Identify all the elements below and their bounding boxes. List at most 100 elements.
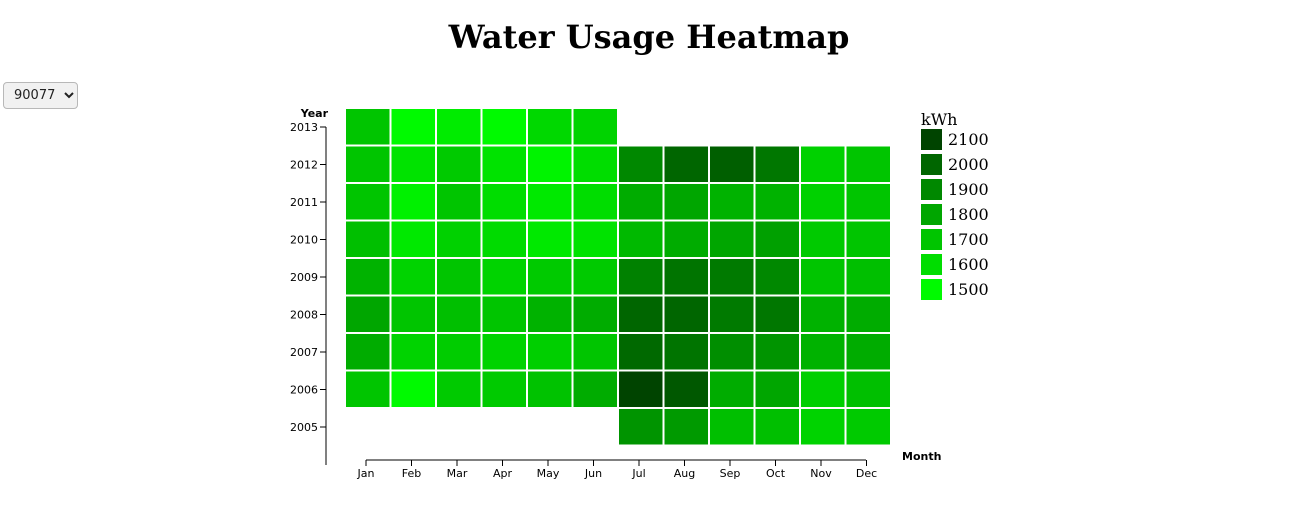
- heatmap-cell-2006-aug: [664, 371, 708, 407]
- legend-label-1600: 1600: [948, 255, 989, 274]
- legend-label-2000: 2000: [948, 155, 989, 174]
- heatmap-cell-2008-jul: [619, 296, 663, 332]
- y-tick-label-2008: 2008: [290, 309, 318, 322]
- y-tick-label-2011: 2011: [290, 196, 318, 209]
- heatmap-cell-2007-jul: [619, 334, 663, 370]
- heatmap-cell-2010-nov: [801, 221, 845, 257]
- legend-swatch-1800: [921, 204, 942, 225]
- heatmap-cell-2005-dec: [846, 409, 890, 445]
- heatmap-cell-2007-feb: [391, 334, 435, 370]
- y-tick-label-2013: 2013: [290, 121, 318, 134]
- y-tick-label-2006: 2006: [290, 384, 318, 397]
- x-tick-label-jul: Jul: [631, 467, 645, 480]
- heatmap-cell-2006-feb: [391, 371, 435, 407]
- heatmap-cell-2009-feb: [391, 259, 435, 295]
- heatmap-cell-2007-nov: [801, 334, 845, 370]
- x-tick-label-aug: Aug: [674, 467, 695, 480]
- heatmap-cell-2011-may: [528, 184, 572, 220]
- heatmap-cell-2011-oct: [755, 184, 799, 220]
- heatmap-cell-2010-sep: [710, 221, 754, 257]
- heatmap-cell-2013-jan: [346, 109, 390, 145]
- heatmap-cell-2009-may: [528, 259, 572, 295]
- heatmap-cell-2012-nov: [801, 146, 845, 182]
- heatmap-cell-2011-jun: [573, 184, 617, 220]
- legend-label-2100: 2100: [948, 130, 989, 149]
- heatmap-cell-2011-feb: [391, 184, 435, 220]
- heatmap-cell-2012-sep: [710, 146, 754, 182]
- x-axis-title: Month: [902, 450, 941, 463]
- heatmap-cell-2006-may: [528, 371, 572, 407]
- heatmap-cell-2012-dec: [846, 146, 890, 182]
- heatmap-cell-2012-jun: [573, 146, 617, 182]
- heatmap-cell-2010-aug: [664, 221, 708, 257]
- x-tick-label-oct: Oct: [766, 467, 786, 480]
- heatmap-cell-2009-jul: [619, 259, 663, 295]
- heatmap-cell-2008-jun: [573, 296, 617, 332]
- heatmap-cell-2007-dec: [846, 334, 890, 370]
- heatmap-cell-2008-oct: [755, 296, 799, 332]
- heatmap-cell-2011-jan: [346, 184, 390, 220]
- legend: kWh 2100 2000 1900 1800 1700 1600 1500: [921, 110, 989, 300]
- heatmap-cell-2005-sep: [710, 409, 754, 445]
- heatmap-cell-2010-apr: [482, 221, 526, 257]
- y-tick-label-2005: 2005: [290, 421, 318, 434]
- heatmap-cell-2005-jul: [619, 409, 663, 445]
- heatmap-cell-2007-sep: [710, 334, 754, 370]
- heatmap-cell-2011-sep: [710, 184, 754, 220]
- heatmap-cell-2008-jan: [346, 296, 390, 332]
- heatmap-cell-2007-jan: [346, 334, 390, 370]
- heatmap-cell-2008-nov: [801, 296, 845, 332]
- heatmap-cell-2012-feb: [391, 146, 435, 182]
- heatmap-cell-2012-oct: [755, 146, 799, 182]
- y-tick-label-2012: 2012: [290, 159, 318, 172]
- heatmap-cell-2013-jun: [573, 109, 617, 145]
- legend-label-1900: 1900: [948, 180, 989, 199]
- x-tick-label-may: May: [537, 467, 560, 480]
- heatmap-cell-2012-mar: [437, 146, 481, 182]
- x-tick-label-sep: Sep: [720, 467, 741, 480]
- zip-code-select[interactable]: 90077: [3, 82, 78, 109]
- heatmap-cell-2013-apr: [482, 109, 526, 145]
- legend-swatch-2100: [921, 129, 942, 150]
- heatmap-cell-2006-nov: [801, 371, 845, 407]
- legend-swatch-1700: [921, 229, 942, 250]
- heatmap-cell-2006-dec: [846, 371, 890, 407]
- heatmap-cell-2011-apr: [482, 184, 526, 220]
- x-tick-label-dec: Dec: [856, 467, 877, 480]
- heatmap-cell-2009-mar: [437, 259, 481, 295]
- heatmap-cell-2007-oct: [755, 334, 799, 370]
- heatmap-cell-2005-aug: [664, 409, 708, 445]
- heatmap-cell-2009-jan: [346, 259, 390, 295]
- heatmap-cell-2007-aug: [664, 334, 708, 370]
- heatmap-cell-2010-jun: [573, 221, 617, 257]
- heatmap-cell-2013-feb: [391, 109, 435, 145]
- heatmap-cell-2012-apr: [482, 146, 526, 182]
- heatmap-cell-2012-jan: [346, 146, 390, 182]
- heatmap-cell-2011-dec: [846, 184, 890, 220]
- heatmap-cell-2013-mar: [437, 109, 481, 145]
- legend-swatch-1900: [921, 179, 942, 200]
- legend-label-1800: 1800: [948, 205, 989, 224]
- heatmap-cell-2005-nov: [801, 409, 845, 445]
- heatmap-cell-2012-jul: [619, 146, 663, 182]
- heatmap-cell-2006-oct: [755, 371, 799, 407]
- heatmap-cell-2005-oct: [755, 409, 799, 445]
- x-tick-label-apr: Apr: [493, 467, 513, 480]
- legend-label-1700: 1700: [948, 230, 989, 249]
- heatmap-cell-2010-dec: [846, 221, 890, 257]
- legend-label-1500: 1500: [948, 280, 989, 299]
- heatmap-cell-2009-sep: [710, 259, 754, 295]
- legend-title: kWh: [921, 110, 957, 129]
- heatmap-cell-2009-dec: [846, 259, 890, 295]
- heatmap-cell-2012-may: [528, 146, 572, 182]
- x-axis: Month Jan Feb Mar Apr May Jun Jul Aug Sep Oct Nov D…: [357, 450, 942, 480]
- heatmap-cell-2011-jul: [619, 184, 663, 220]
- x-tick-label-mar: Mar: [447, 467, 468, 480]
- heatmap-cell-2006-apr: [482, 371, 526, 407]
- heatmap-cell-2012-aug: [664, 146, 708, 182]
- y-tick-label-2007: 2007: [290, 346, 318, 359]
- heatmap-cell-2011-aug: [664, 184, 708, 220]
- heatmap-cell-2009-apr: [482, 259, 526, 295]
- heatmap-cell-2007-jun: [573, 334, 617, 370]
